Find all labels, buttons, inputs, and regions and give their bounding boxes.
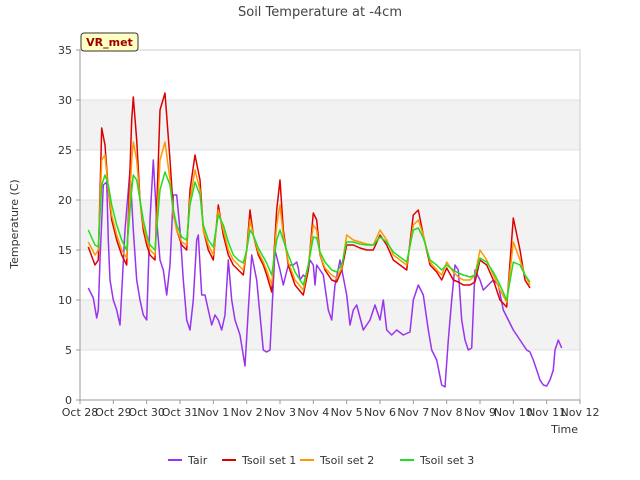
station-badge-box: [80, 32, 139, 52]
x-tick-label: Nov 3: [264, 406, 296, 419]
x-tick-label: Nov 4: [297, 406, 329, 419]
y-axis-label: Temperature (C): [8, 179, 21, 269]
y-tick-label: 30: [58, 94, 72, 107]
series-line-tsoil-set-2: [87, 141, 531, 303]
legend-label: Tair: [187, 454, 208, 467]
y-tick-label: 25: [58, 144, 72, 157]
grid-band: [80, 200, 580, 250]
legend: Tair Tsoil set 1 Tsoil set 2 Tsoil set 3: [168, 454, 474, 467]
plot-background: [80, 50, 580, 400]
grid-band: [80, 300, 580, 350]
x-tick-label: Oct 28: [62, 406, 99, 419]
y-tick-labels: 0 5 10 15 20 25 30 35: [58, 44, 80, 407]
x-tick-label: Nov 12: [561, 406, 600, 419]
x-tick-label: Nov 1: [197, 406, 229, 419]
series-line-tsoil-set-1: [87, 92, 531, 308]
series-line-tsoil-set-3: [87, 171, 531, 301]
y-tick-label: 20: [58, 194, 72, 207]
legend-label: Tsoil set 1: [241, 454, 296, 467]
station-badge-label: VR_met: [86, 36, 133, 49]
x-tick-label: Oct 31: [162, 406, 199, 419]
x-tick-label: Nov 2: [231, 406, 263, 419]
x-tick-label: Nov 6: [364, 406, 396, 419]
series-lines: [87, 92, 563, 388]
x-tick-label: Nov 10: [494, 406, 533, 419]
y-tick-label: 5: [65, 344, 72, 357]
x-tick-label: Nov 7: [397, 406, 429, 419]
x-tick-label: Oct 30: [128, 406, 165, 419]
x-tick-label: Nov 11: [527, 406, 566, 419]
legend-label: Tsoil set 3: [419, 454, 474, 467]
x-axis-label: Time: [550, 423, 578, 436]
x-tick-label: Oct 29: [95, 406, 132, 419]
station-badge: VR_met: [80, 32, 139, 52]
axes: [79, 49, 581, 401]
y-tick-label: 0: [65, 394, 72, 407]
legend-label: Tsoil set 2: [319, 454, 374, 467]
y-tick-label: 15: [58, 244, 72, 257]
y-tick-label: 10: [58, 294, 72, 307]
x-tick-label: Nov 8: [431, 406, 463, 419]
x-tick-label: Nov 5: [331, 406, 363, 419]
x-tick-label: Nov 9: [464, 406, 496, 419]
grid-band: [80, 100, 580, 150]
chart-title: Soil Temperature at -4cm: [238, 5, 402, 20]
y-tick-label: 35: [58, 44, 72, 57]
